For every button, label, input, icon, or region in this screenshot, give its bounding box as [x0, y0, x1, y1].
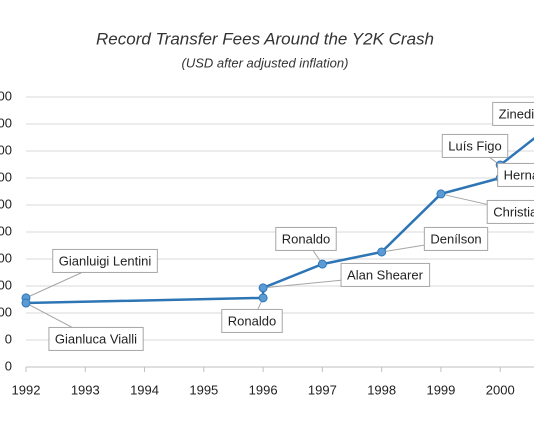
y-tick-label: 00: [0, 304, 12, 319]
label-box: [48, 326, 144, 351]
point-label: Denílson: [430, 231, 481, 246]
x-tick-label: 1999: [426, 382, 455, 397]
x-tick-label: 1994: [130, 382, 159, 397]
y-tick-label: 00: [0, 88, 12, 103]
y-tick-label: 00: [0, 250, 12, 265]
y-tick-label: 00: [0, 223, 12, 238]
x-tick-label: 1996: [249, 382, 278, 397]
x-tick-label: 1997: [308, 382, 337, 397]
label-box: [492, 101, 534, 126]
x-tick-label: 2000: [486, 382, 515, 397]
point-label: Gianluca Vialli: [55, 331, 137, 346]
point-label: Gianluigi Lentini: [59, 253, 152, 268]
data-point: [258, 293, 268, 303]
x-tick-label: 1993: [71, 382, 100, 397]
y-tick-label: 00: [0, 142, 12, 157]
point-label: Zinedin: [499, 106, 534, 121]
y-tick-label: 00: [0, 196, 12, 211]
point-label: Hernán: [504, 167, 534, 182]
y-tick-label: 0: [5, 358, 12, 373]
data-point: [317, 259, 327, 269]
x-tick-label: 1995: [189, 382, 218, 397]
label-box: [340, 262, 431, 287]
point-label: Ronaldo: [228, 313, 276, 328]
y-tick-label: 00: [0, 169, 12, 184]
label-box: [423, 226, 489, 251]
label-box: [52, 248, 158, 273]
y-tick-label: 00: [0, 277, 12, 292]
data-point: [258, 283, 268, 293]
label-box: [275, 226, 337, 251]
point-label: Christian V: [493, 204, 534, 219]
y-tick-label: 0: [5, 331, 12, 346]
data-point: [436, 189, 446, 199]
chart-subtitle: (USD after adjusted inflation): [182, 55, 349, 70]
label-box: [497, 162, 534, 187]
data-point: [21, 298, 31, 308]
y-tick-label: 00: [0, 115, 12, 130]
point-label: Ronaldo: [282, 231, 330, 246]
label-box: [221, 308, 283, 333]
chart-title: Record Transfer Fees Around the Y2K Cras…: [96, 29, 434, 48]
label-box: [486, 199, 534, 224]
point-label: Luís Figo: [448, 138, 501, 153]
label-box: [441, 133, 509, 158]
x-tick-label: 1992: [12, 382, 41, 397]
point-label: Alan Shearer: [347, 267, 424, 282]
data-point: [377, 247, 387, 257]
x-tick-label: 1998: [367, 382, 396, 397]
